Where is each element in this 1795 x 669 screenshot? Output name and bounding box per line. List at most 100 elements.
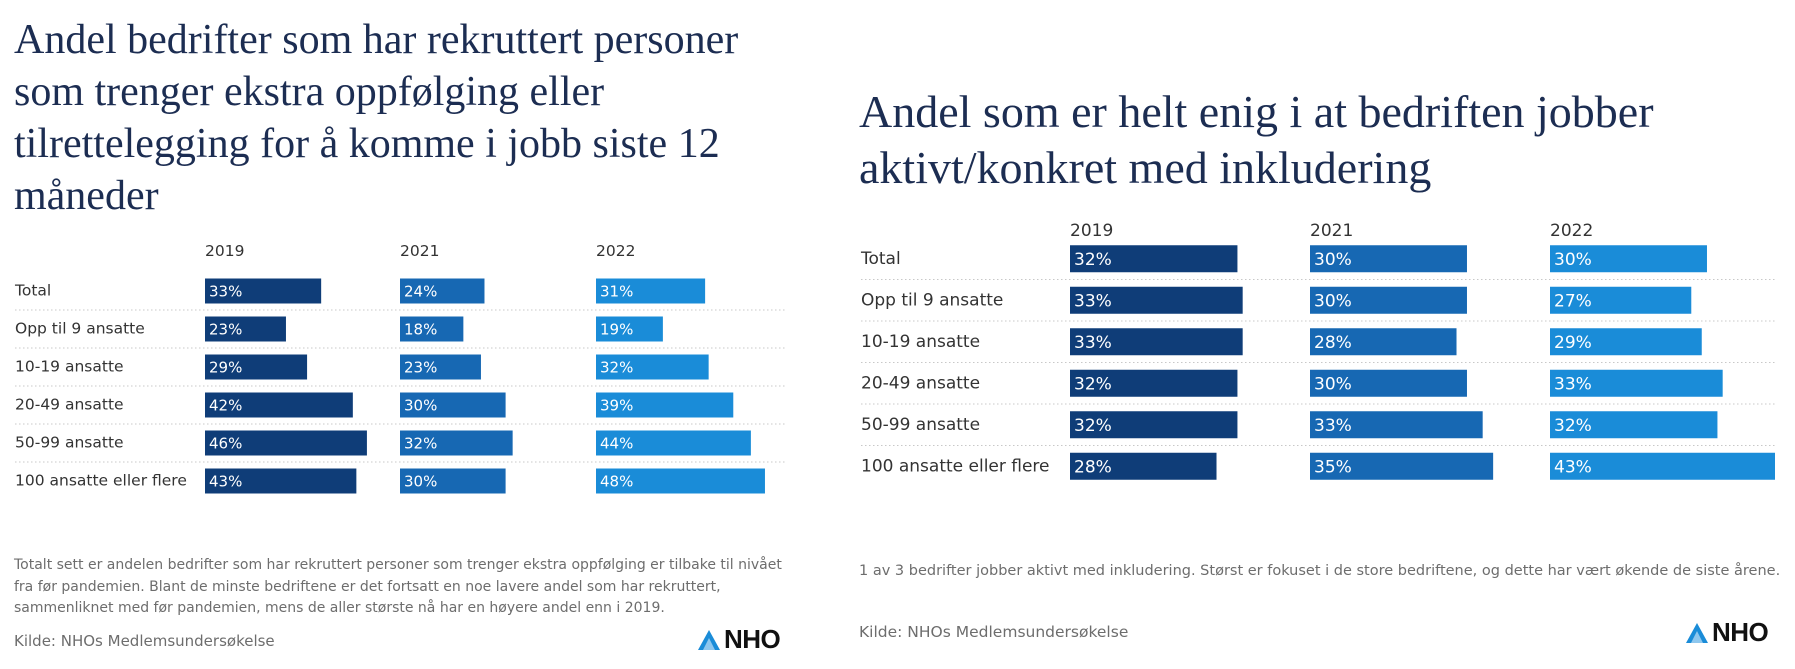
chart-panel-inclusion: Andel som er helt enig i at bedriften jo…	[845, 0, 1795, 669]
value-label: 28%	[1314, 333, 1352, 353]
bar-2021	[1310, 286, 1467, 314]
bar-2019	[205, 392, 353, 418]
value-label: 48%	[600, 473, 633, 491]
category-label: 10-19 ansatte	[861, 332, 980, 352]
bar-2021	[1310, 369, 1467, 397]
value-label: 32%	[1074, 250, 1112, 270]
value-label: 27%	[1554, 291, 1592, 311]
bar-2019	[205, 354, 308, 380]
value-label: 24%	[404, 283, 437, 301]
value-label: 18%	[404, 321, 437, 339]
logo-text: NHO	[724, 624, 781, 654]
category-label: Total	[14, 282, 51, 300]
logo-text: NHO	[1712, 617, 1769, 647]
bar-2022	[1550, 411, 1718, 439]
value-label: 33%	[1554, 374, 1592, 394]
value-label: 32%	[1074, 374, 1112, 394]
value-label: 33%	[1314, 416, 1352, 436]
value-label: 42%	[209, 397, 242, 415]
nho-logo: NHO	[1685, 617, 1769, 648]
bar-2021	[1310, 411, 1483, 439]
value-label: 44%	[600, 435, 633, 453]
source-text: Kilde: NHOs Medlemsundersøkelse	[859, 623, 1129, 641]
bar-chart-inclusion: 2019 2021 2022 Total 32% 30% 30% Opp til 9 ansa…	[860, 222, 1775, 480]
bar-2019	[205, 430, 367, 456]
value-label: 32%	[1074, 416, 1112, 436]
nho-logo: NHO	[697, 624, 781, 655]
value-label: 33%	[1074, 291, 1112, 311]
value-label: 30%	[1314, 374, 1352, 394]
category-label: 100 ansatte eller flere	[15, 472, 187, 490]
series-header-2022: 2022	[1550, 222, 1593, 241]
category-label: 10-19 ansatte	[15, 358, 124, 376]
category-label: Total	[860, 249, 901, 269]
bar-2021	[1310, 245, 1467, 273]
bar-2021	[1310, 452, 1494, 480]
category-label: 20-49 ansatte	[15, 396, 124, 414]
value-label: 23%	[404, 359, 437, 377]
category-label: Opp til 9 ansatte	[15, 320, 145, 338]
value-label: 43%	[1554, 457, 1592, 477]
bar-2021	[400, 430, 513, 456]
bar-2022	[1550, 369, 1723, 397]
series-header-2021: 2021	[1310, 222, 1353, 241]
series-header-2019: 2019	[205, 242, 244, 260]
bar-2021	[400, 468, 506, 494]
nho-logo-icon	[1686, 622, 1708, 643]
value-label: 31%	[600, 283, 633, 301]
source-text: Kilde: NHOs Medlemsundersøkelse	[14, 632, 275, 650]
bar-2022	[596, 392, 734, 418]
category-label: Opp til 9 ansatte	[861, 290, 1003, 310]
bar-2019	[1070, 411, 1238, 439]
series-header-2021: 2021	[400, 242, 439, 260]
bar-2022	[1550, 328, 1702, 356]
bar-2019	[1070, 328, 1243, 356]
value-label: 29%	[1554, 333, 1592, 353]
bar-2022	[596, 430, 751, 456]
value-label: 30%	[404, 473, 437, 491]
value-label: 32%	[600, 359, 633, 377]
value-label: 28%	[1074, 457, 1112, 477]
bar-2019	[205, 278, 322, 304]
category-label: 20-49 ansatte	[861, 373, 980, 393]
chart-title: Andel som er helt enig i at bedriften jo…	[859, 86, 1654, 193]
value-label: 30%	[404, 397, 437, 415]
value-label: 29%	[209, 359, 242, 377]
chart-note: 1 av 3 bedrifter jobber aktivt med inklu…	[859, 563, 1781, 579]
value-label: 23%	[209, 321, 242, 339]
nho-logo-icon	[698, 629, 720, 650]
value-label: 33%	[1074, 333, 1112, 353]
category-label: 50-99 ansatte	[861, 415, 980, 435]
bar-2022	[596, 278, 706, 304]
value-label: 35%	[1314, 457, 1352, 477]
series-header-2022: 2022	[596, 242, 635, 260]
value-label: 32%	[404, 435, 437, 453]
bar-2022	[596, 354, 709, 380]
bar-chart-recruitment: 2019 2021 2022 Total 33% 24% 31% Opp til 9 ansa…	[14, 242, 785, 494]
bar-2019	[1070, 245, 1238, 273]
bar-2021	[1310, 328, 1457, 356]
category-label: 50-99 ansatte	[15, 434, 124, 452]
bar-2022	[1550, 452, 1775, 480]
series-header-2019: 2019	[1070, 222, 1113, 241]
value-label: 30%	[1554, 250, 1592, 270]
category-label: 100 ansatte eller flere	[861, 456, 1050, 476]
bar-2021	[400, 316, 464, 342]
bar-2021	[400, 354, 481, 380]
bar-2019	[205, 316, 286, 342]
bar-2022	[596, 316, 663, 342]
value-label: 30%	[1314, 291, 1352, 311]
bar-2019	[1070, 452, 1217, 480]
chart-panel-recruitment: Andel bedrifter som har rekruttert perso…	[0, 0, 800, 669]
chart-title: Andel bedrifter som har rekruttert perso…	[14, 17, 739, 219]
value-label: 46%	[209, 435, 242, 453]
value-label: 39%	[600, 397, 633, 415]
bar-2019	[1070, 286, 1243, 314]
bar-2019	[1070, 369, 1238, 397]
chart-note: Totalt sett er andelen bedrifter som har…	[14, 557, 782, 616]
bar-2022	[1550, 286, 1692, 314]
bar-2021	[400, 392, 506, 418]
value-label: 30%	[1314, 250, 1352, 270]
value-label: 33%	[209, 283, 242, 301]
value-label: 43%	[209, 473, 242, 491]
